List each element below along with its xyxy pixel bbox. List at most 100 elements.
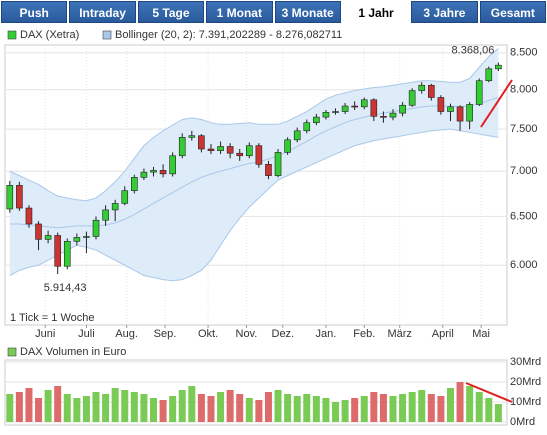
candle-body xyxy=(131,177,138,192)
candle-body xyxy=(121,190,129,204)
x-tick-label: Mai xyxy=(472,328,490,340)
candle-body xyxy=(226,146,234,154)
candle-body xyxy=(466,104,473,122)
candle-body xyxy=(83,236,90,238)
volume-bar xyxy=(245,398,253,422)
legend-label: DAX Volumen in Euro xyxy=(20,346,126,358)
x-tick-label: Feb. xyxy=(353,328,375,340)
volume-bar xyxy=(389,396,397,422)
legend-label: Bollinger (20, 2): 7.391,202289 - 8.276,… xyxy=(115,29,342,41)
x-tick-label: Nov. xyxy=(236,328,258,340)
volume-bar xyxy=(140,394,148,422)
volume-bar xyxy=(399,394,407,422)
tab[interactable]: 3 Monate xyxy=(274,1,341,23)
volume-bar xyxy=(466,386,474,422)
volume-bar xyxy=(274,390,282,422)
candle-body xyxy=(303,122,311,132)
candle-body xyxy=(399,104,406,114)
volume-bar xyxy=(293,396,301,422)
volume-bar xyxy=(130,392,138,422)
candle-body xyxy=(370,99,378,117)
volume-bar xyxy=(312,396,320,422)
y-tick-label: 30Mrd xyxy=(510,356,541,368)
y-tick-label: 20Mrd xyxy=(510,376,541,388)
candle-body xyxy=(447,106,454,112)
candle-body xyxy=(217,146,224,151)
candle-body xyxy=(418,84,426,91)
y-tick-label: 8.500 xyxy=(510,47,538,59)
y-tick-label: 0Mrd xyxy=(510,416,535,428)
bollinger-upper xyxy=(9,48,499,202)
x-tick-label: Sep. xyxy=(154,328,177,340)
tab-bar: Push Intraday 5 Tage 1 Monat 3 Monate 1 Jahr 3… xyxy=(0,0,547,25)
y-tick-label: 7.000 xyxy=(510,165,538,177)
candle-body xyxy=(236,152,244,157)
candle-body xyxy=(485,68,493,82)
volume-bar xyxy=(121,390,129,422)
annotation: 8.368,06 xyxy=(452,44,495,56)
legend-swatch xyxy=(102,30,112,40)
candle-body xyxy=(35,223,42,240)
volume-bar xyxy=(73,398,81,422)
trend-line xyxy=(465,382,513,403)
x-tick-label: Jan. xyxy=(316,328,337,340)
candle-body xyxy=(25,207,33,225)
tab[interactable]: 1 Jahr xyxy=(342,1,410,23)
candle-body xyxy=(408,90,416,106)
tab[interactable]: Intraday xyxy=(69,1,136,23)
volume-bar xyxy=(427,394,435,422)
y-tick-label: 6.500 xyxy=(510,210,538,222)
volume-bar xyxy=(111,388,119,422)
volume-bar xyxy=(360,396,368,422)
volume-bar xyxy=(322,398,330,422)
candle-body xyxy=(111,203,119,211)
x-tick-label: Juni xyxy=(35,328,55,340)
volume-bar xyxy=(303,394,311,422)
volume-bar xyxy=(207,396,215,422)
candle-body xyxy=(293,130,301,141)
candle-body xyxy=(389,112,397,118)
volume-bar xyxy=(82,396,90,422)
tab[interactable]: 3 Jahre xyxy=(411,1,478,23)
legend-swatch xyxy=(7,30,17,40)
volume-bar xyxy=(15,392,23,422)
volume-bar xyxy=(25,388,33,422)
volume-bar xyxy=(341,400,349,422)
volume-bar xyxy=(217,392,225,422)
legend-label: DAX (Xetra) xyxy=(20,29,79,41)
bollinger-lower xyxy=(9,128,499,282)
volume-layer: 30Mrd 20Mrd 10Mrd 0Mrd DAX Volumen in Euro xyxy=(5,346,541,428)
x-tick-label: April xyxy=(432,328,454,340)
candle-body xyxy=(351,105,358,108)
note: 1 Tick = 1 Woche xyxy=(10,312,94,324)
x-tick-label: Juli xyxy=(78,328,95,340)
volume-bar xyxy=(485,398,493,422)
volume-bar xyxy=(418,390,426,422)
candle-body xyxy=(495,64,502,70)
candle-body xyxy=(428,84,435,98)
candle-body xyxy=(178,137,186,157)
volume-bar xyxy=(149,398,157,422)
x-tick-label: Okt. xyxy=(198,328,218,340)
y-tick-label: 7.500 xyxy=(510,123,538,135)
volume-bar xyxy=(178,390,186,422)
trend-line xyxy=(480,79,513,128)
volume-bar xyxy=(475,392,483,422)
candle-body xyxy=(63,241,71,267)
tab[interactable]: 5 Tage xyxy=(137,1,205,23)
volume-bar xyxy=(92,392,100,422)
candle-body xyxy=(16,185,23,209)
tab[interactable]: Gesamt xyxy=(479,1,546,23)
legend-swatch xyxy=(7,347,17,357)
volume-bar xyxy=(437,396,445,422)
candle-body xyxy=(150,170,157,173)
volume-bar xyxy=(446,388,454,422)
tab[interactable]: 1 Monat xyxy=(206,1,273,23)
candle-body xyxy=(169,155,176,175)
candle-body xyxy=(245,145,253,157)
candle-body xyxy=(313,116,320,123)
tab[interactable]: Push xyxy=(1,1,68,23)
y-tick-label: 10Mrd xyxy=(510,396,541,408)
volume-bar xyxy=(351,398,359,422)
